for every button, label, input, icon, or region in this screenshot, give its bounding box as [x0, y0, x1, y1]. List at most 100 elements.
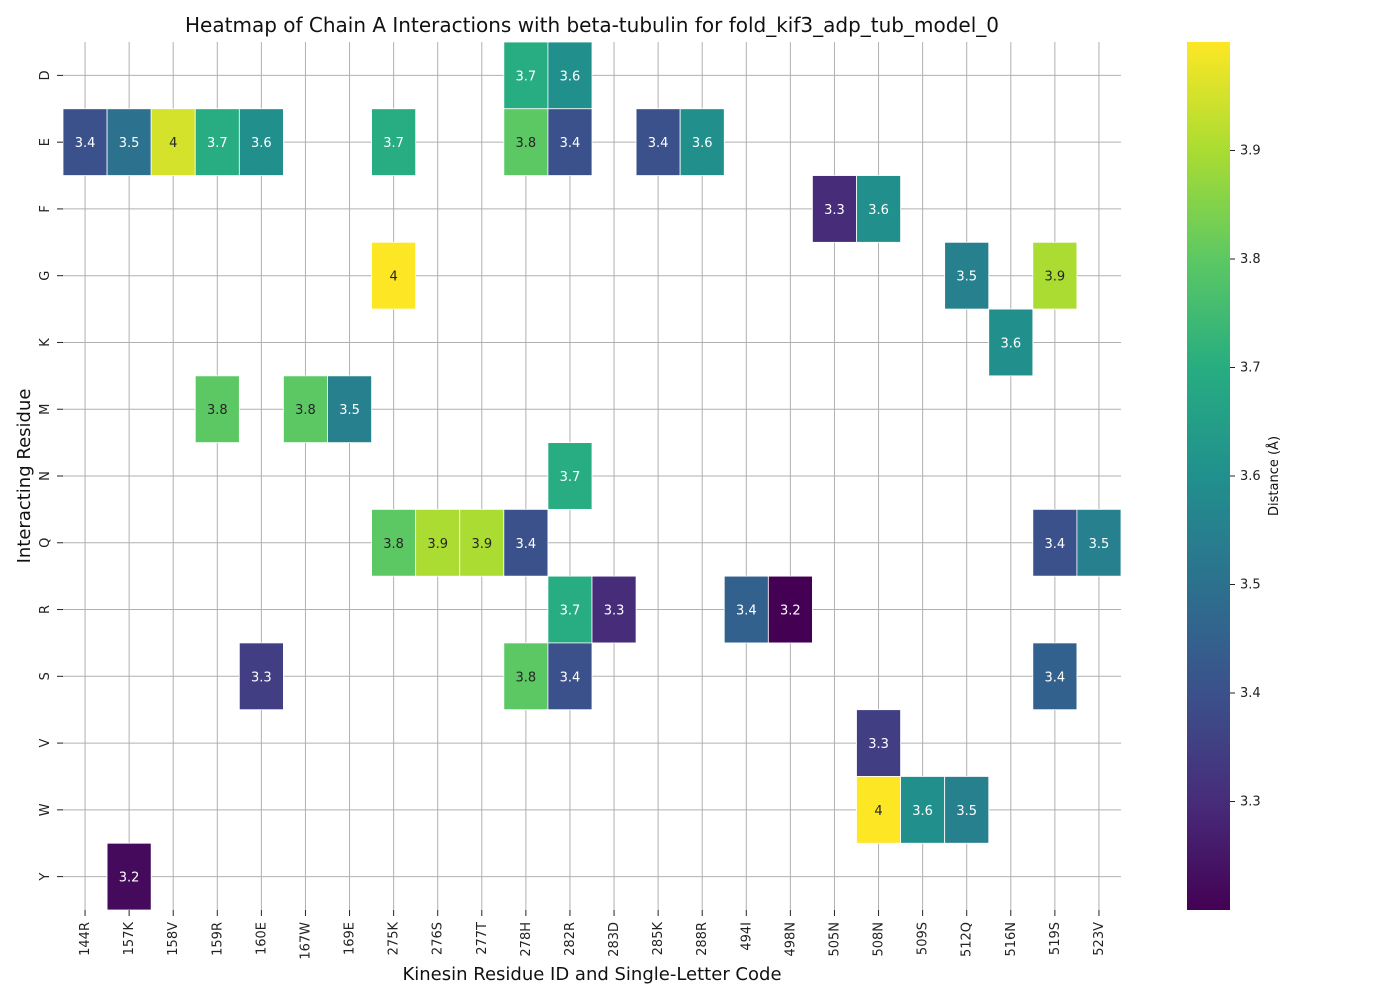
- heatmap-cell: [194, 108, 240, 176]
- heatmap-cell: [547, 442, 593, 510]
- cell-value-label: 3.3: [251, 670, 272, 685]
- cell-value-label: 3.8: [383, 537, 404, 552]
- cell-value-label: 4: [169, 136, 177, 151]
- heatmap-cell: [238, 108, 284, 176]
- heatmap-cell: [1032, 508, 1078, 577]
- y-tick-label: Q: [38, 538, 53, 548]
- x-tick-label: 509S: [916, 922, 931, 955]
- heatmap-cell: [812, 175, 857, 243]
- colorbar-tick-label: 3.6: [1240, 469, 1261, 484]
- x-tick-label: 167W: [298, 922, 313, 960]
- heatmap-cell: [106, 108, 152, 176]
- heatmap-cell: [547, 41, 593, 110]
- x-tick-label: 159R: [210, 922, 225, 956]
- heatmap-cell: [459, 508, 505, 577]
- heatmap-cell: [944, 776, 990, 844]
- x-tick-label: 516N: [1004, 922, 1019, 957]
- cell-value-label: 3.2: [780, 604, 801, 619]
- x-tick-label: 498N: [783, 922, 798, 957]
- heatmap-cell: [62, 108, 108, 176]
- cell-value-label: 3.6: [251, 136, 272, 151]
- heatmap-cell: [856, 709, 901, 777]
- colorbar-tick-label: 3.5: [1240, 578, 1261, 593]
- x-tick-label: 512Q: [960, 922, 975, 957]
- colorbar-tick-label: 3.9: [1240, 144, 1261, 159]
- heatmap-cell: [238, 642, 284, 711]
- x-tick-label: 283D: [607, 922, 622, 957]
- heatmap-cell: [1076, 508, 1122, 577]
- x-tick-label: 157K: [122, 922, 137, 956]
- colorbar-tick-label: 3.4: [1240, 686, 1261, 701]
- colorbar-tick-label: 3.7: [1240, 361, 1261, 376]
- heatmap-cell: [503, 642, 549, 711]
- y-tick-label: V: [38, 739, 53, 748]
- heatmap-cell: [767, 575, 813, 644]
- heatmap-cell: [1032, 642, 1078, 711]
- cell-value-label: 3.7: [207, 136, 228, 151]
- x-tick-label: 169E: [343, 922, 358, 955]
- cell-value-label: 3.7: [560, 470, 581, 485]
- heatmap-cell: [327, 375, 372, 444]
- y-tick-label: E: [38, 138, 53, 146]
- cell-value-label: 3.6: [868, 203, 889, 218]
- cell-value-label: 3.3: [604, 604, 625, 619]
- cell-value-label: 3.4: [736, 604, 757, 619]
- cell-value-label: 3.4: [516, 537, 537, 552]
- x-tick-label: 285K: [651, 922, 666, 956]
- y-tick-label: S: [38, 672, 53, 680]
- heatmap-cell: [591, 575, 637, 644]
- y-axis-label: Interacting Residue: [14, 389, 35, 564]
- heatmap-cell: [371, 241, 417, 310]
- cell-value-label: 3.8: [295, 403, 316, 418]
- cell-value-label: 3.8: [516, 136, 537, 151]
- y-tick-label: W: [38, 803, 53, 816]
- y-axis-ticks: D E F G K M N Q R S V W Y: [38, 70, 63, 882]
- x-tick-label: 158V: [166, 922, 181, 956]
- heatmap-cell: [415, 508, 461, 577]
- heatmap-cell: [635, 108, 681, 176]
- colorbar-label: Distance (Å): [1266, 436, 1282, 516]
- cell-value-label: 3.4: [648, 136, 669, 151]
- cell-value-label: 3.4: [1045, 670, 1066, 685]
- cell-value-label: 3.5: [119, 136, 140, 151]
- y-tick-label: K: [38, 338, 53, 347]
- cell-value-label: 3.7: [560, 604, 581, 619]
- heatmap-cell: [547, 575, 593, 644]
- cell-value-label: 3.7: [516, 69, 537, 84]
- x-tick-label: 519S: [1048, 922, 1063, 955]
- heatmap-cell: [371, 108, 417, 176]
- y-tick-label: F: [38, 205, 53, 212]
- cell-value-label: 3.4: [1045, 537, 1066, 552]
- cell-value-label: 3.3: [868, 737, 889, 752]
- x-tick-label: 276S: [431, 922, 446, 955]
- heatmap-cell: [371, 508, 417, 577]
- heatmap-cell: [503, 108, 549, 176]
- cell-value-label: 3.6: [1000, 336, 1021, 351]
- cell-value-label: 3.5: [339, 403, 360, 418]
- x-tick-label: 278H: [519, 922, 534, 957]
- cell-value-label: 3.9: [1045, 270, 1066, 285]
- y-tick-label: G: [38, 271, 53, 281]
- x-axis-label: Kinesin Residue ID and Single-Letter Cod…: [402, 964, 781, 985]
- x-tick-label: 523V: [1092, 922, 1107, 956]
- heatmap-cell: [900, 776, 946, 844]
- heatmap-cell: [106, 842, 152, 911]
- y-tick-label: D: [38, 70, 53, 80]
- x-tick-label: 160E: [254, 922, 269, 955]
- cell-value-label: 3.9: [427, 537, 448, 552]
- x-tick-label: 282R: [563, 922, 578, 956]
- heatmap-cell: [988, 308, 1034, 377]
- heatmap-cells: 3.7 3.6 3.4 3.5 4 3.7 3.6 3.7 3.8 3.4 3.4 3.6 3.3 3.6…: [62, 41, 1122, 911]
- cell-value-label: 3.9: [471, 537, 492, 552]
- heatmap-cell: [679, 108, 725, 176]
- x-tick-label: 494I: [739, 922, 754, 951]
- cell-value-label: 3.2: [119, 871, 140, 886]
- cell-value-label: 3.6: [912, 804, 933, 819]
- colorbar-tick-label: 3.8: [1240, 252, 1261, 267]
- x-tick-label: 288R: [695, 922, 710, 956]
- cell-value-label: 3.5: [956, 270, 977, 285]
- heatmap-cell: [856, 175, 901, 243]
- cell-value-label: 3.4: [560, 136, 581, 151]
- cell-value-label: 3.3: [824, 203, 845, 218]
